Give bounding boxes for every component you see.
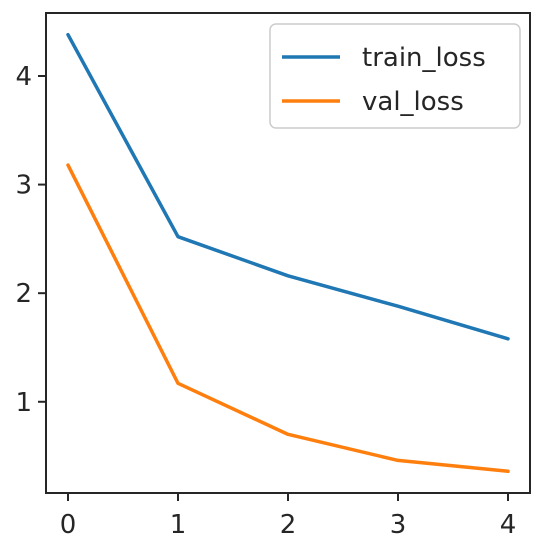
legend-label-train_loss: train_loss [362,43,486,73]
y-tick-label: 1 [15,388,32,418]
y-tick-label: 2 [15,279,32,309]
legend-label-val_loss: val_loss [362,87,464,117]
x-tick-label: 2 [280,510,297,540]
x-tick-label: 1 [170,510,187,540]
axis-ticks: 0 1 2 3 4 1 2 3 4 [15,62,516,540]
series-lines [66,32,510,474]
x-tick-label: 0 [60,510,77,540]
legend: train_loss val_loss [269,23,521,129]
y-tick-label: 4 [15,62,32,92]
y-tick-label: 3 [15,171,32,201]
x-tick-label: 4 [500,510,517,540]
x-tick-label: 3 [390,510,407,540]
